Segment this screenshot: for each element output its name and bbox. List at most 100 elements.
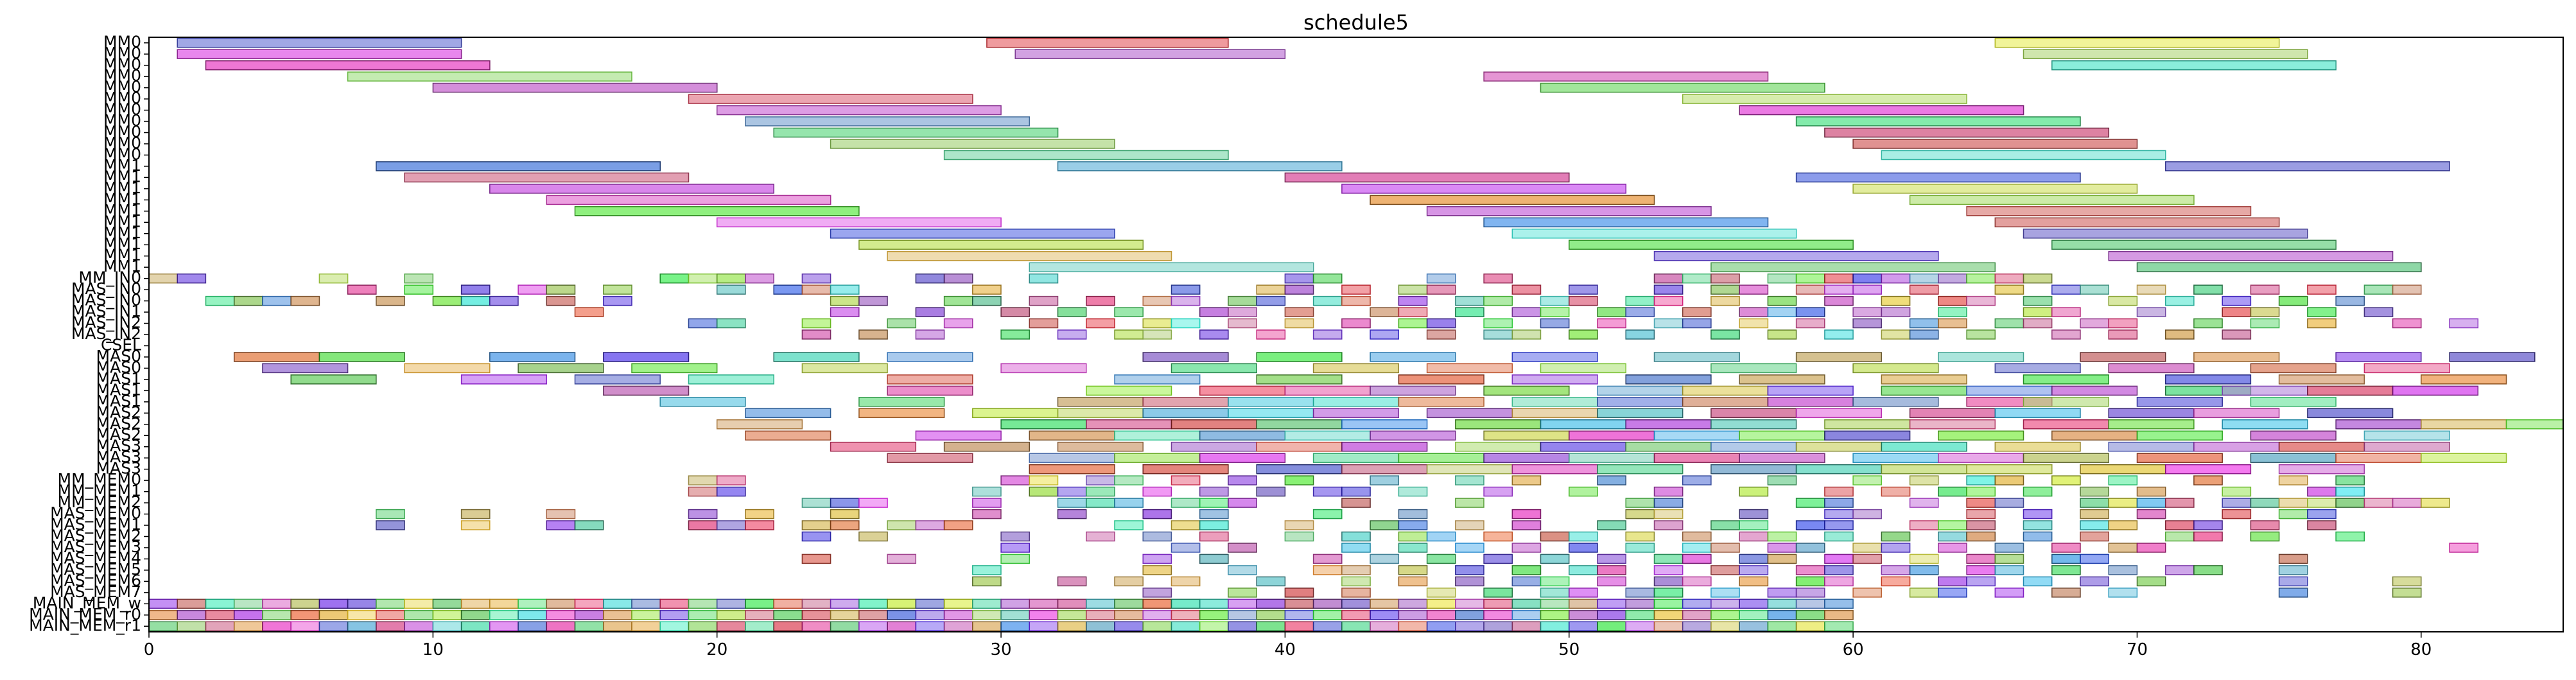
task-bar xyxy=(1795,318,1825,329)
task-bar xyxy=(943,150,1229,161)
task-bar xyxy=(631,598,661,609)
task-bar xyxy=(1370,621,1400,632)
task-bar xyxy=(1511,408,1598,419)
task-bar xyxy=(1312,453,1400,463)
task-bar xyxy=(1625,531,1655,542)
task-bar xyxy=(1909,195,2195,205)
task-bar xyxy=(1370,385,1456,396)
task-bar xyxy=(2307,520,2337,530)
task-bar xyxy=(1824,554,1854,564)
task-bar xyxy=(716,475,746,485)
task-bar xyxy=(1710,273,1740,284)
task-bar xyxy=(2193,531,2223,542)
y-axis: MM0MM0MM0MM0MM0MM0MM0MM0MM0MM0MM0MM1MM1M… xyxy=(29,33,149,634)
task-bar xyxy=(688,318,718,329)
task-bar xyxy=(347,71,632,82)
task-bar xyxy=(574,520,604,530)
task-bar xyxy=(177,598,207,609)
task-bar xyxy=(1682,475,1712,485)
task-bar xyxy=(830,598,860,609)
task-bar xyxy=(1370,430,1456,441)
task-bar xyxy=(1483,531,1513,542)
task-bar xyxy=(1653,520,1684,530)
task-bar xyxy=(489,621,519,632)
task-bar xyxy=(1569,610,1598,620)
task-bar xyxy=(2307,318,2337,329)
task-bar xyxy=(1540,554,1570,564)
task-bar xyxy=(1824,520,1854,530)
task-bar xyxy=(1171,284,1201,295)
task-bar xyxy=(1455,610,1484,620)
task-bar xyxy=(1370,554,1400,564)
task-bar xyxy=(2023,229,2308,239)
task-bar xyxy=(2051,430,2138,441)
y-tick-label: MM0 xyxy=(103,123,141,141)
task-bar xyxy=(177,37,462,48)
task-bar xyxy=(1199,430,1286,441)
task-bar xyxy=(1256,295,1286,306)
task-bar xyxy=(1625,295,1655,306)
task-bar xyxy=(1341,621,1371,632)
task-bar xyxy=(1511,464,1598,475)
task-bar xyxy=(2363,284,2394,295)
task-bar xyxy=(1511,284,1542,295)
task-bar xyxy=(773,610,803,620)
task-bar xyxy=(858,531,888,542)
task-bar xyxy=(1852,554,1883,564)
task-bar xyxy=(1597,621,1626,632)
task-bar xyxy=(1284,307,1314,317)
task-bar xyxy=(2080,284,2109,295)
task-bar xyxy=(177,621,207,632)
task-bar xyxy=(1398,543,1428,553)
task-bar xyxy=(2164,295,2195,306)
task-bar xyxy=(1029,430,1115,441)
task-bar xyxy=(1455,475,1484,485)
task-bar xyxy=(1881,464,1967,475)
task-bar xyxy=(460,284,491,295)
task-bar xyxy=(1710,419,1797,430)
task-bar xyxy=(2108,543,2138,553)
task-bar xyxy=(1341,498,1371,508)
task-bar xyxy=(347,284,377,295)
task-bar xyxy=(1795,565,1825,575)
task-bar xyxy=(1284,284,1314,295)
task-bar xyxy=(2278,475,2308,485)
task-bar xyxy=(1852,397,1939,407)
task-bar xyxy=(1909,273,1939,284)
task-bar xyxy=(801,598,831,609)
task-bar xyxy=(1625,329,1655,340)
task-bar xyxy=(631,610,661,620)
task-bar xyxy=(1029,621,1059,632)
task-bar xyxy=(1710,295,1740,306)
task-bar xyxy=(1341,464,1428,475)
task-bar xyxy=(1966,520,1996,530)
task-bar xyxy=(1739,509,1769,519)
task-bar xyxy=(1483,610,1513,620)
task-bar xyxy=(1966,329,1996,340)
task-bar xyxy=(1795,284,1825,295)
task-bar xyxy=(460,374,548,385)
task-bar xyxy=(1994,408,2081,419)
task-bar xyxy=(1000,307,1031,317)
task-bar xyxy=(2222,498,2252,508)
task-bar xyxy=(1341,565,1371,575)
task-bar xyxy=(1597,576,1626,587)
x-tick-label: 40 xyxy=(1275,640,1296,659)
task-bar xyxy=(2136,509,2166,519)
task-bar xyxy=(858,621,888,632)
task-bar xyxy=(1426,598,1456,609)
task-bar xyxy=(489,184,774,194)
task-bar xyxy=(1228,408,1314,419)
y-tick-label: MAS_MEM1 xyxy=(50,515,141,534)
task-bar xyxy=(2250,363,2337,374)
task-bar xyxy=(1881,441,1967,452)
task-bar xyxy=(205,60,491,71)
task-bar xyxy=(716,486,746,497)
task-bar xyxy=(745,598,774,609)
task-bar xyxy=(773,598,803,609)
y-tick-label: MAS1 xyxy=(96,380,141,399)
task-bar xyxy=(1312,273,1343,284)
task-bar xyxy=(148,273,178,284)
task-bar xyxy=(1540,363,1626,374)
task-bar xyxy=(1000,531,1031,542)
